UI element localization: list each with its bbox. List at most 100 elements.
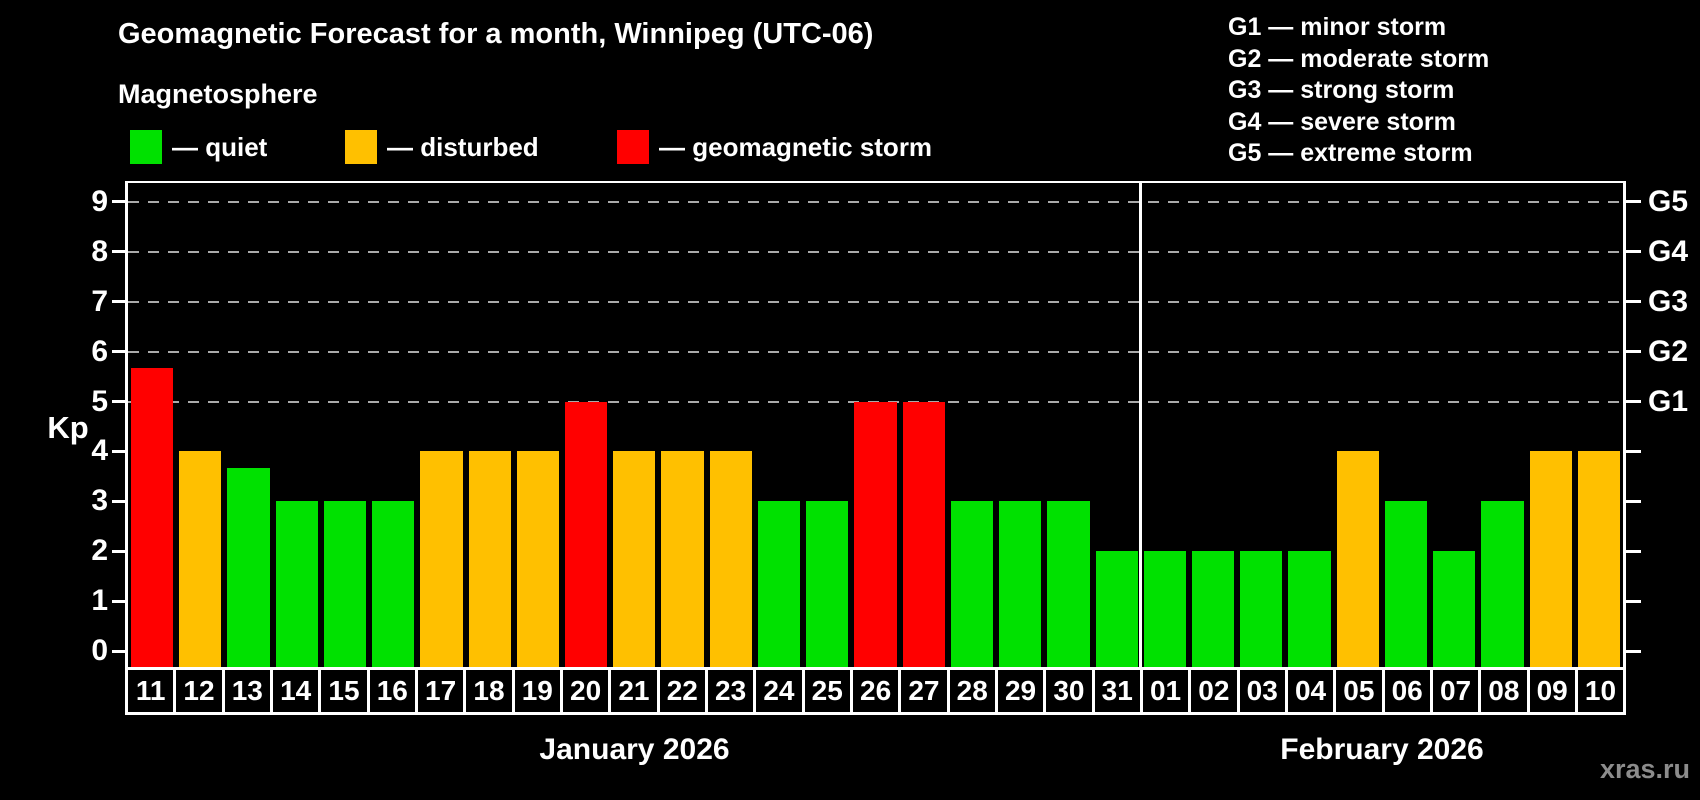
watermark-link[interactable]: xras.ru (1599, 754, 1690, 784)
kp-tick-label-1: 1 (91, 584, 108, 618)
day-cell-05: 05 (1333, 670, 1381, 712)
g-scale-label-g3: G3 (1648, 284, 1689, 318)
day-cell-30: 30 (1043, 670, 1091, 712)
kp-tick-label-6: 6 (91, 334, 108, 368)
bar-day-18 (468, 451, 511, 667)
kp-tick-label-9: 9 (91, 184, 108, 218)
bar-day-31 (1095, 551, 1138, 667)
g-scale-label-g4: G4 (1648, 234, 1689, 268)
plot-area (128, 183, 1623, 667)
kp-tick-label-3: 3 (91, 484, 108, 518)
bar-day-03 (1240, 551, 1283, 667)
g-tick-7 (1626, 300, 1641, 304)
plot-border-top (125, 181, 1626, 184)
day-cell-12: 12 (173, 670, 221, 712)
storm-scale-item-g2: G2 — moderate storm (1228, 44, 1490, 73)
kp-tick-3 (112, 499, 127, 503)
day-cell-24: 24 (753, 670, 801, 712)
day-axis: 11 12 13 14 15 16 17 18 19 20 21 22 23 24 25 26 27 28 29 30… (125, 667, 1626, 715)
magnetosphere-label: Magnetosphere (118, 79, 318, 109)
kp-tick-label-7: 7 (91, 284, 108, 318)
day-cell-01: 01 (1139, 670, 1188, 712)
y-axis-title: Kp (47, 410, 89, 445)
legend-swatch-disturbed (345, 130, 377, 164)
day-cell-08: 08 (1478, 670, 1526, 712)
day-cell-13: 13 (221, 670, 270, 712)
day-cell-11: 11 (135, 675, 166, 706)
kp-tick-label-5: 5 (91, 384, 108, 418)
grid-line-kp9 (128, 200, 1623, 203)
storm-scale-item-g1: G1 — minor storm (1228, 13, 1447, 41)
day-cell-31: 31 (1091, 670, 1140, 712)
kp-tick-5 (112, 400, 127, 403)
legend-label-storm: — geomagnetic storm (659, 132, 933, 162)
grid-line-kp6 (128, 350, 1623, 353)
kp-tick-label-8: 8 (91, 234, 108, 268)
bar-day-12 (179, 451, 222, 667)
day-cell-21: 21 (608, 670, 656, 712)
bar-day-27 (902, 401, 945, 667)
bar-day-16 (372, 501, 415, 667)
bar-day-15 (323, 501, 367, 667)
plot-border-right (1623, 181, 1626, 667)
day-cell-18: 18 (463, 670, 511, 712)
grid-line-kp7 (128, 300, 1623, 303)
g-tick-9 (1626, 200, 1641, 204)
bar-day-13 (227, 467, 270, 667)
day-cell-29: 29 (994, 670, 1043, 712)
kp-tick-2 (112, 549, 127, 553)
g-tick-0 (1626, 649, 1641, 653)
day-cell-02: 02 (1188, 670, 1236, 712)
legend-label-disturbed: — disturbed (387, 132, 539, 162)
bar-day-22 (661, 451, 704, 667)
g-tick-6 (1626, 350, 1641, 354)
kp-tick-4 (112, 449, 127, 453)
day-cell-19: 19 (511, 670, 560, 712)
storm-scale-item-g5: G5 — extreme storm (1228, 139, 1473, 167)
day-cell-04: 04 (1284, 670, 1333, 712)
day-cell-06: 06 (1381, 670, 1430, 712)
bar-day-19 (516, 451, 560, 667)
day-cell-22: 22 (656, 670, 705, 712)
bar-day-04 (1288, 551, 1331, 667)
day-cell-26: 26 (849, 670, 898, 712)
kp-tick-9 (112, 200, 127, 204)
bar-day-26 (854, 401, 897, 667)
g-tick-3 (1626, 499, 1641, 503)
kp-tick-label-0: 0 (91, 634, 108, 667)
bar-day-14 (275, 501, 318, 667)
bar-day-02 (1191, 551, 1235, 667)
bar-day-09 (1529, 451, 1572, 667)
bar-day-24 (757, 501, 801, 667)
bar-day-20 (565, 401, 608, 667)
kp-tick-label-4: 4 (91, 434, 108, 468)
day-cell-23: 23 (704, 670, 753, 712)
g-tick-8 (1626, 250, 1641, 254)
day-cell-16: 16 (366, 670, 415, 712)
bar-day-29 (999, 501, 1042, 667)
storm-scale-item-g4: G4 — severe storm (1228, 107, 1456, 136)
bar-day-21 (613, 451, 656, 667)
g-scale-label-g5: G5 (1648, 184, 1689, 218)
bar-day-30 (1047, 501, 1090, 667)
page-title: Geomagnetic Forecast for a month, Winnip… (118, 18, 874, 50)
bar-day-05 (1336, 451, 1379, 667)
legend-swatch-storm (617, 130, 649, 164)
bar-day-17 (420, 451, 463, 667)
day-cell-10: 10 (1574, 670, 1623, 712)
legend-swatch-quiet (130, 130, 162, 164)
kp-tick-1 (112, 599, 127, 603)
bar-day-07 (1433, 551, 1476, 667)
day-cell-03: 03 (1236, 670, 1285, 712)
month-label-january: January 2026 (539, 733, 730, 766)
bar-day-08 (1481, 501, 1524, 667)
day-cell-28: 28 (946, 670, 995, 712)
g-tick-5 (1626, 400, 1641, 403)
storm-scale-legend: G1 — minor storm G2 — moderate storm G3 — … (1228, 12, 1489, 170)
bar-day-25 (806, 501, 849, 667)
day-cell-25: 25 (801, 670, 850, 712)
kp-tick-7 (112, 300, 127, 304)
g-scale-label-g2: G2 (1648, 334, 1689, 368)
plot-border-left (125, 181, 128, 667)
